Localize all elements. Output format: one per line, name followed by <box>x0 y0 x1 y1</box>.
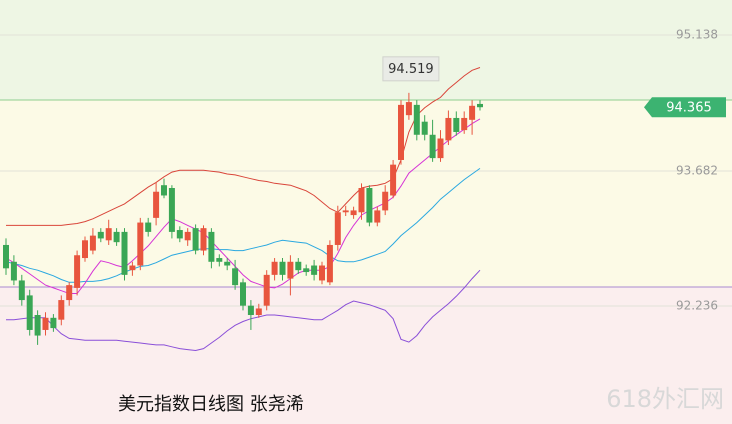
candle-body <box>3 244 9 269</box>
high-label: 94.519 <box>388 62 434 77</box>
candle-body <box>18 280 25 301</box>
candle-body <box>366 187 373 223</box>
candle-body <box>390 164 397 196</box>
y-tick-label: 95.138 <box>676 28 718 42</box>
indicator-line <box>5 118 481 294</box>
y-tick-label: 92.236 <box>676 299 718 313</box>
zone-middle <box>0 100 732 287</box>
candle-body <box>113 231 120 243</box>
candle-body <box>224 261 231 266</box>
candle-body <box>461 117 468 131</box>
zone-bottom <box>0 287 732 424</box>
caption: 美元指数日线图 张尧浠 <box>118 394 304 415</box>
y-tick-label: 93.682 <box>676 164 718 178</box>
candle-body <box>358 187 365 213</box>
candle-body <box>255 308 262 316</box>
candle-body <box>184 231 191 241</box>
candle-body <box>334 212 341 245</box>
candle-body <box>192 228 199 251</box>
candle-body <box>319 265 325 281</box>
plot: 94.519 <box>0 34 732 352</box>
candle-body <box>42 317 49 330</box>
candle-body <box>82 240 88 259</box>
zone-top <box>0 0 732 100</box>
candle-body <box>58 300 65 320</box>
candle-body <box>105 228 112 241</box>
candle-body <box>34 315 41 336</box>
candle-body <box>453 117 460 132</box>
candle-body <box>437 138 444 159</box>
candle-body <box>263 274 270 306</box>
candle-body <box>429 134 436 159</box>
indicator-line <box>5 167 481 283</box>
high-label-box <box>382 56 440 82</box>
candle-body <box>89 235 96 251</box>
candle-body <box>137 222 144 266</box>
candle-body <box>326 244 333 283</box>
candle-body <box>342 210 349 213</box>
candle-body <box>271 261 278 275</box>
candle-body <box>295 261 302 271</box>
candle-body <box>477 103 483 108</box>
candle-body <box>279 261 286 275</box>
candle-body <box>66 285 73 301</box>
candle-body <box>232 268 239 286</box>
candle-body <box>303 268 310 273</box>
indicator-line <box>6 269 481 352</box>
candle-body <box>311 265 318 275</box>
candle-body <box>382 191 389 211</box>
candle-body <box>247 305 254 316</box>
candle-body <box>405 102 412 116</box>
candle-body <box>50 317 57 329</box>
candle-body <box>216 258 223 262</box>
candle-body <box>129 265 136 271</box>
last-price-tag <box>644 97 726 118</box>
candle-body <box>398 104 404 160</box>
candle-body <box>74 255 81 288</box>
candle-body <box>287 261 294 279</box>
candle-body <box>161 185 167 196</box>
candle-body <box>97 231 104 239</box>
candle-body <box>176 230 183 239</box>
candle-body <box>200 228 207 251</box>
candle-body <box>153 191 160 218</box>
candle-body <box>10 261 17 281</box>
watermark: 618外汇网 <box>606 385 724 413</box>
candle-body <box>469 105 476 120</box>
last-price-label: 94.365 <box>666 101 712 116</box>
candle-body <box>26 295 33 330</box>
candle-body <box>208 231 215 262</box>
candle-body <box>168 187 175 232</box>
candle-body <box>350 210 357 216</box>
candle-body <box>374 210 381 223</box>
candle-body <box>413 104 420 135</box>
candle-body <box>145 222 152 232</box>
candle-body <box>421 121 428 135</box>
candle-body <box>445 117 452 141</box>
candle-body <box>240 282 246 306</box>
candle-body <box>121 231 128 275</box>
